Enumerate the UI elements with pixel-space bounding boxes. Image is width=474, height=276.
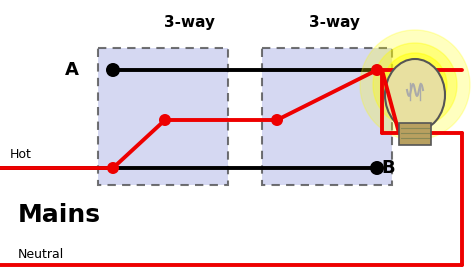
Circle shape: [107, 162, 119, 174]
Ellipse shape: [385, 59, 445, 131]
FancyBboxPatch shape: [399, 123, 431, 145]
Bar: [262, 48, 392, 185]
Circle shape: [271, 114, 283, 126]
Circle shape: [159, 114, 171, 126]
Circle shape: [106, 63, 120, 77]
Text: B: B: [381, 159, 395, 177]
Text: 3-way: 3-way: [164, 15, 216, 30]
Circle shape: [383, 53, 447, 117]
Text: 3-way: 3-way: [310, 15, 361, 30]
Text: Mains: Mains: [18, 203, 101, 227]
Circle shape: [360, 30, 470, 140]
Circle shape: [371, 64, 383, 76]
Circle shape: [373, 43, 457, 127]
Text: Neutral: Neutral: [18, 248, 64, 261]
Text: Hot: Hot: [10, 148, 32, 161]
Circle shape: [370, 161, 384, 175]
Bar: [98, 48, 228, 185]
Text: A: A: [65, 61, 79, 79]
